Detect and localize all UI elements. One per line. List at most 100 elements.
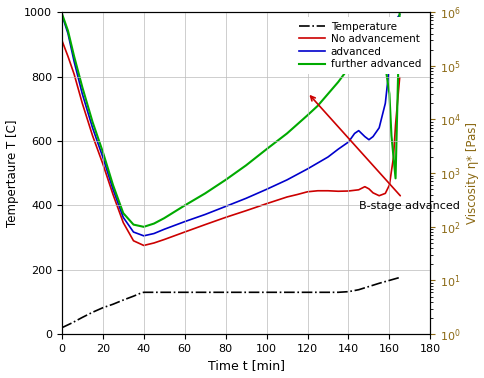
Temperature — [69, 321, 75, 325]
advanced — [390, 31, 395, 36]
further advanced — [202, 191, 208, 196]
Temperature — [79, 315, 85, 320]
Temperature — [182, 290, 187, 294]
further advanced — [388, 133, 393, 138]
Line: No advancement: No advancement — [61, 40, 399, 245]
advanced — [355, 129, 361, 133]
further advanced — [100, 150, 106, 154]
advanced — [182, 219, 187, 224]
No advancement — [90, 133, 95, 138]
No advancement — [182, 230, 187, 234]
Temperature — [324, 290, 330, 294]
No advancement — [369, 191, 375, 195]
Legend: Temperature, No advancement, advanced, further advanced: Temperature, No advancement, advanced, f… — [295, 17, 424, 73]
Line: advanced: advanced — [61, 15, 399, 236]
advanced — [324, 155, 330, 159]
Temperature — [355, 287, 361, 292]
further advanced — [140, 225, 146, 229]
further advanced — [110, 183, 116, 187]
advanced — [396, 12, 402, 17]
further advanced — [371, 22, 377, 26]
advanced — [381, 101, 387, 105]
Temperature — [222, 290, 228, 294]
advanced — [284, 178, 289, 182]
No advancement — [120, 220, 126, 225]
No advancement — [334, 189, 340, 194]
Temperature — [120, 298, 126, 302]
further advanced — [120, 211, 126, 215]
advanced — [376, 125, 381, 130]
No advancement — [314, 189, 320, 193]
No advancement — [324, 189, 330, 193]
advanced — [100, 155, 106, 159]
No advancement — [355, 187, 361, 192]
No advancement — [376, 194, 381, 198]
advanced — [334, 147, 340, 152]
advanced — [71, 59, 77, 64]
advanced — [365, 138, 371, 142]
Text: B-stage advanced: B-stage advanced — [310, 96, 459, 211]
Temperature — [90, 310, 95, 314]
Temperature — [136, 291, 142, 296]
No advancement — [151, 241, 156, 245]
further advanced — [365, 38, 371, 42]
Temperature — [140, 290, 146, 294]
further advanced — [90, 120, 95, 124]
advanced — [242, 196, 248, 201]
advanced — [120, 215, 126, 220]
further advanced — [71, 54, 77, 59]
Temperature — [284, 290, 289, 294]
further advanced — [396, 10, 402, 14]
Temperature — [365, 284, 371, 289]
No advancement — [242, 208, 248, 213]
No advancement — [390, 155, 395, 159]
Temperature — [161, 290, 167, 294]
advanced — [79, 91, 85, 96]
Y-axis label: Tempertaure T [C]: Tempertaure T [C] — [5, 119, 18, 227]
further advanced — [222, 178, 228, 182]
No advancement — [222, 215, 228, 220]
advanced — [345, 140, 350, 144]
Temperature — [59, 325, 64, 330]
advanced — [392, 18, 398, 23]
further advanced — [182, 203, 187, 208]
No advancement — [396, 76, 402, 80]
further advanced — [130, 222, 136, 227]
further advanced — [151, 221, 156, 226]
Temperature — [386, 278, 392, 283]
further advanced — [65, 28, 71, 33]
No advancement — [345, 189, 350, 193]
advanced — [304, 167, 310, 171]
No advancement — [140, 243, 146, 248]
No advancement — [361, 184, 367, 189]
Temperature — [376, 281, 381, 285]
further advanced — [284, 131, 289, 136]
further advanced — [263, 147, 269, 152]
advanced — [351, 131, 357, 136]
Temperature — [100, 305, 106, 310]
No advancement — [392, 122, 398, 127]
advanced — [59, 12, 64, 17]
advanced — [130, 230, 136, 234]
No advancement — [304, 189, 310, 194]
No advancement — [71, 72, 77, 76]
Temperature — [110, 302, 116, 307]
X-axis label: Time t [min]: Time t [min] — [207, 359, 284, 372]
No advancement — [263, 201, 269, 206]
No advancement — [386, 183, 392, 187]
advanced — [110, 187, 116, 192]
further advanced — [334, 80, 340, 84]
Temperature — [130, 294, 136, 299]
No advancement — [161, 237, 167, 242]
No advancement — [284, 195, 289, 199]
Temperature — [345, 290, 350, 294]
further advanced — [378, 38, 383, 42]
Line: further advanced: further advanced — [61, 12, 399, 227]
Temperature — [242, 290, 248, 294]
Temperature — [396, 275, 402, 280]
No advancement — [130, 239, 136, 243]
advanced — [222, 204, 228, 209]
advanced — [161, 227, 167, 232]
advanced — [151, 231, 156, 236]
Y-axis label: Viscosity η* [Pas]: Viscosity η* [Pas] — [466, 122, 479, 224]
